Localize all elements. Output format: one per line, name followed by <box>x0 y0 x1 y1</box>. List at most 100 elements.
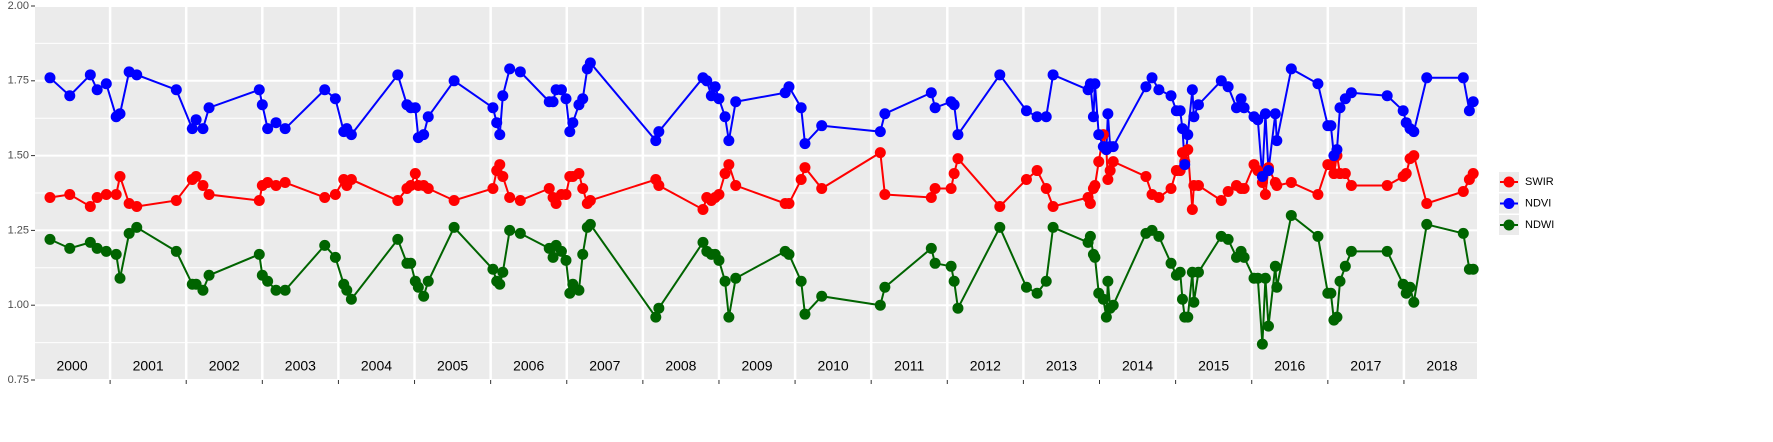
point <box>1285 209 1297 221</box>
point <box>123 227 135 239</box>
point <box>1457 227 1469 239</box>
point <box>1089 251 1101 263</box>
point <box>653 180 665 192</box>
point <box>697 203 709 215</box>
point <box>1174 266 1186 278</box>
point <box>1192 266 1204 278</box>
legend-point <box>1503 198 1515 209</box>
legend-point <box>1503 176 1515 188</box>
point <box>100 245 112 257</box>
year-label: 2011 <box>894 358 924 374</box>
point <box>567 117 579 129</box>
point <box>197 284 209 296</box>
point <box>319 239 331 251</box>
point <box>1146 72 1158 84</box>
point <box>1408 296 1420 308</box>
point <box>730 272 742 284</box>
point <box>1084 197 1096 209</box>
point <box>1186 203 1198 215</box>
point <box>494 278 506 290</box>
year-label: 2018 <box>1426 358 1457 374</box>
point <box>1238 102 1250 114</box>
point <box>64 90 76 102</box>
point <box>994 221 1006 233</box>
point <box>1381 245 1393 257</box>
point <box>1020 105 1032 117</box>
point <box>799 162 811 174</box>
point <box>1259 188 1271 200</box>
point <box>697 236 709 248</box>
point <box>1256 338 1268 350</box>
point <box>1020 174 1032 186</box>
point <box>723 159 735 171</box>
point <box>253 194 265 206</box>
point <box>494 129 506 141</box>
point <box>1312 78 1324 90</box>
point <box>1222 81 1234 93</box>
point <box>879 281 891 293</box>
point <box>560 188 572 200</box>
point <box>1397 105 1409 117</box>
point <box>719 275 731 287</box>
point <box>560 254 572 266</box>
point <box>948 99 960 111</box>
y-tick-label: 1.50 <box>8 150 29 162</box>
point <box>994 200 1006 212</box>
point <box>560 93 572 105</box>
point <box>1252 114 1264 126</box>
point <box>1182 144 1194 156</box>
point <box>929 102 941 114</box>
point <box>131 221 143 233</box>
point <box>405 257 417 269</box>
point <box>879 108 891 120</box>
point <box>504 63 516 75</box>
point <box>1271 180 1283 192</box>
point <box>487 183 499 195</box>
legend-label: NDWI <box>1525 219 1554 231</box>
point <box>329 251 341 263</box>
year-label: 2008 <box>665 358 696 374</box>
point <box>709 81 721 93</box>
point <box>1339 168 1351 180</box>
point <box>945 183 957 195</box>
point <box>131 200 143 212</box>
point <box>448 75 460 87</box>
point <box>1408 126 1420 138</box>
point <box>448 194 460 206</box>
point <box>329 93 341 105</box>
point <box>1467 263 1479 275</box>
point <box>1325 287 1337 299</box>
point <box>1140 171 1152 183</box>
point <box>795 102 807 114</box>
point <box>783 197 795 209</box>
point <box>925 87 937 99</box>
point <box>1345 245 1357 257</box>
point <box>723 311 735 323</box>
point <box>1097 293 1109 305</box>
y-tick-label: 0.75 <box>8 374 29 386</box>
point <box>1262 165 1274 177</box>
point <box>1102 174 1114 186</box>
point <box>1325 120 1337 132</box>
point <box>584 218 596 230</box>
point <box>564 126 576 138</box>
point <box>799 138 811 150</box>
point <box>1400 168 1412 180</box>
point <box>170 245 182 257</box>
point <box>412 281 424 293</box>
y-tick-label: 1.75 <box>8 75 29 87</box>
point <box>44 72 56 84</box>
point <box>91 191 103 203</box>
point <box>1188 111 1200 123</box>
point <box>730 180 742 192</box>
point <box>653 126 665 138</box>
point <box>110 188 122 200</box>
point <box>170 84 182 96</box>
point <box>253 248 265 260</box>
year-label: 2013 <box>1046 358 1077 374</box>
year-label: 2015 <box>1198 358 1229 374</box>
point <box>1040 111 1052 123</box>
point <box>1235 93 1247 105</box>
point <box>1408 150 1420 162</box>
point <box>114 272 126 284</box>
